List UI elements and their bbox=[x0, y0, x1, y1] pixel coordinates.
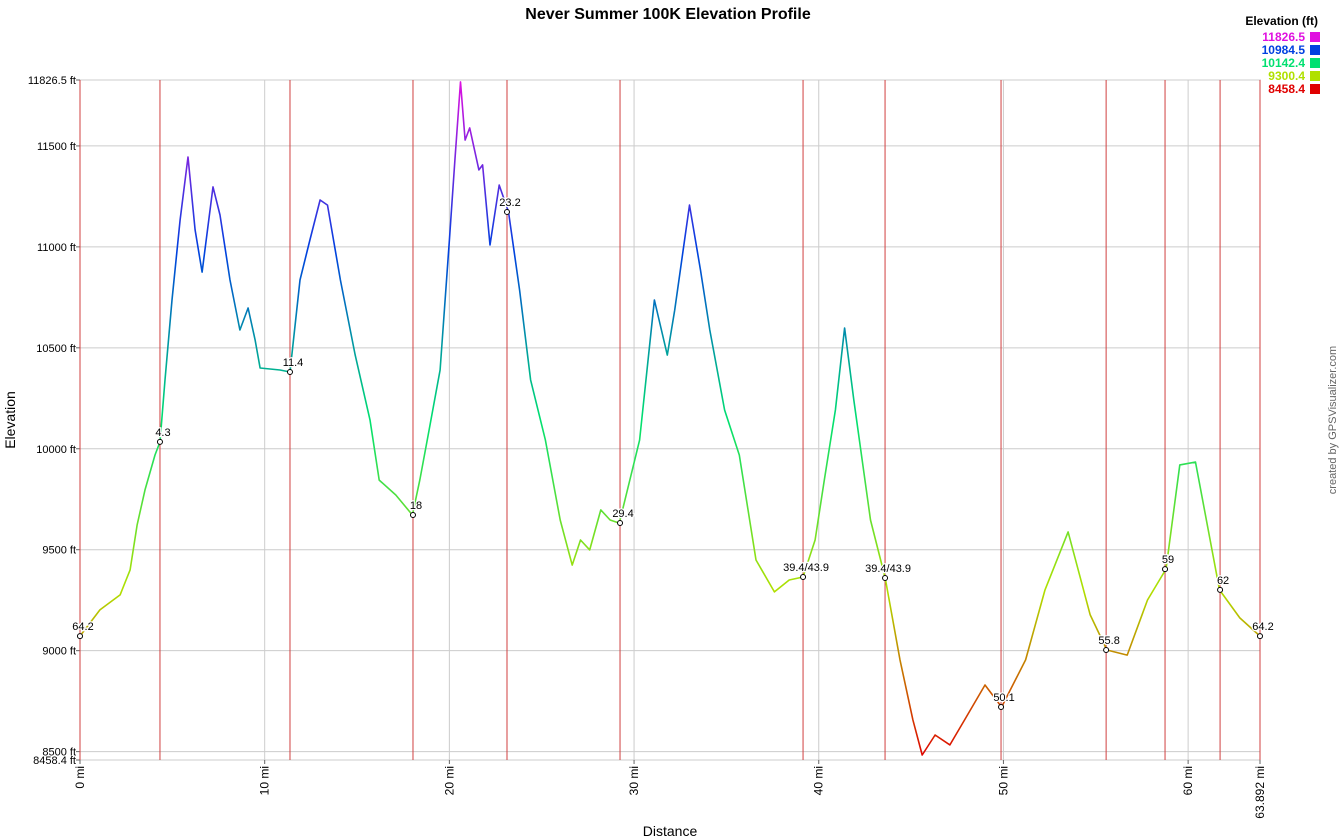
waypoint-label: 39.4/43.9 bbox=[783, 562, 829, 574]
y-tick-label: 11000 ft bbox=[37, 242, 76, 254]
legend-swatch bbox=[1310, 32, 1320, 42]
waypoint-marker bbox=[286, 369, 293, 376]
waypoint-marker bbox=[882, 574, 889, 581]
y-tick-label: 8500 ft bbox=[42, 747, 76, 759]
y-tick-label: 10500 ft bbox=[36, 343, 76, 355]
waypoint-marker bbox=[1103, 647, 1110, 654]
y-axis-label: Elevation bbox=[2, 391, 18, 449]
y-tick-label: 8458.4 ft bbox=[33, 755, 76, 767]
legend-swatch bbox=[1310, 84, 1320, 94]
legend-label: 9300.4 bbox=[1268, 69, 1305, 83]
waypoint-label: 62 bbox=[1217, 575, 1229, 587]
x-axis-label: Distance bbox=[643, 823, 698, 839]
waypoint-marker bbox=[156, 438, 163, 445]
waypoint-label: 23.2 bbox=[499, 197, 520, 209]
waypoint-label: 11.4 bbox=[283, 357, 304, 369]
x-tick-label: 63.892 mi bbox=[1253, 766, 1267, 819]
waypoint-label: 64.2 bbox=[72, 621, 93, 633]
x-tick-label: 50 mi bbox=[996, 766, 1010, 795]
waypoint-label: 4.3 bbox=[155, 427, 170, 439]
legend-swatch bbox=[1310, 71, 1320, 81]
waypoint-marker bbox=[1162, 566, 1169, 573]
waypoint-marker bbox=[998, 703, 1005, 710]
waypoint-label: 29.4 bbox=[612, 508, 633, 520]
waypoint-marker bbox=[800, 573, 807, 580]
waypoint-marker bbox=[1257, 633, 1263, 640]
legend-swatch bbox=[1310, 58, 1320, 68]
y-tick-label: 11826.5 ft bbox=[28, 75, 76, 87]
waypoint-marker bbox=[617, 520, 624, 527]
y-tick-label: 9000 ft bbox=[42, 646, 76, 658]
x-tick-label: 20 mi bbox=[442, 766, 456, 795]
elevation-line bbox=[79, 81, 1261, 756]
y-tick-label: 10000 ft bbox=[36, 444, 76, 456]
waypoint-marker bbox=[77, 633, 83, 640]
x-tick-label: 10 mi bbox=[258, 766, 272, 795]
waypoint-marker bbox=[503, 208, 510, 215]
y-tick-label: 11500 ft bbox=[37, 141, 76, 153]
waypoint-marker bbox=[1217, 586, 1224, 593]
legend-label: 11826.5 bbox=[1262, 30, 1305, 44]
waypoint-label: 18 bbox=[410, 500, 422, 512]
waypoint-label: 50.1 bbox=[993, 692, 1014, 704]
legend-label: 10984.5 bbox=[1262, 43, 1306, 57]
legend-swatch bbox=[1310, 45, 1320, 55]
plot-area bbox=[79, 79, 1261, 761]
waypoint-label: 59 bbox=[1162, 554, 1174, 566]
legend-title: Elevation (ft) bbox=[1245, 14, 1318, 28]
legend-label: 10142.4 bbox=[1262, 56, 1306, 70]
y-tick-label: 9500 ft bbox=[42, 545, 76, 557]
x-tick-label: 30 mi bbox=[627, 766, 641, 795]
x-tick-label: 40 mi bbox=[812, 766, 826, 795]
x-tick-label: 60 mi bbox=[1181, 766, 1195, 795]
waypoint-label: 64.2 bbox=[1252, 621, 1273, 633]
chart-title: Never Summer 100K Elevation Profile bbox=[525, 6, 811, 23]
legend-label: 8458.4 bbox=[1268, 82, 1305, 96]
credit: created by GPSVisualizer.com bbox=[1327, 346, 1339, 494]
waypoint-label: 39.4/43.9 bbox=[865, 563, 911, 575]
x-tick-label: 0 mi bbox=[73, 766, 87, 789]
waypoint-label: 55.8 bbox=[1098, 635, 1119, 647]
waypoint-marker bbox=[409, 511, 416, 518]
